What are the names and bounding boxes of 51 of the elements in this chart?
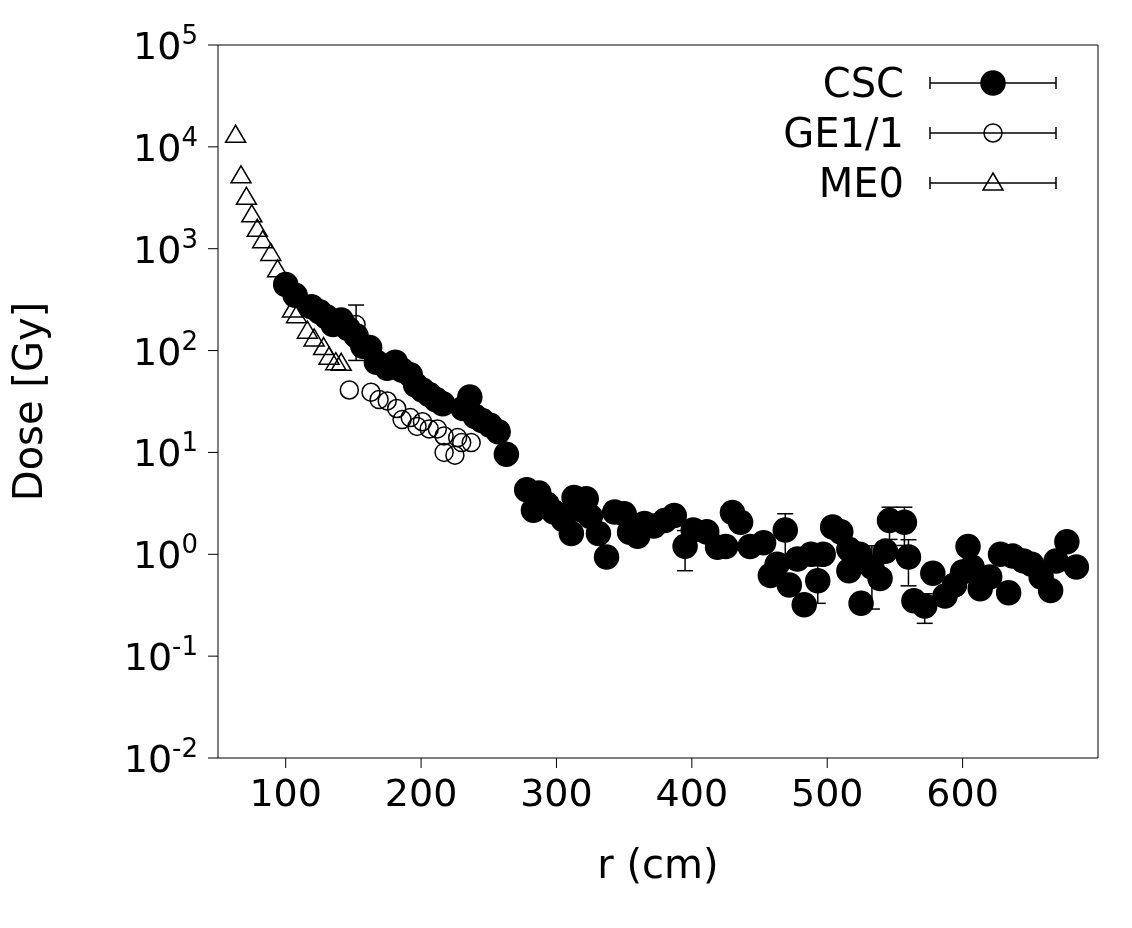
- point: [285, 304, 308, 324]
- point: [412, 412, 433, 432]
- point: [447, 427, 468, 448]
- point: [260, 242, 282, 262]
- point: [361, 382, 381, 402]
- point: [330, 352, 352, 372]
- point: [325, 351, 347, 371]
- legend-label: ME0: [818, 160, 904, 206]
- point: [392, 409, 412, 430]
- x-tick-label: 300: [520, 771, 593, 815]
- point: [241, 204, 263, 223]
- legend-label: GE1/1: [783, 110, 904, 156]
- point: [303, 328, 325, 347]
- point: [434, 426, 454, 446]
- point: [318, 346, 340, 365]
- point: [461, 432, 481, 453]
- point: [339, 380, 360, 400]
- point: [407, 416, 427, 437]
- point: [235, 186, 258, 206]
- point: [369, 389, 389, 410]
- legend-label: CSC: [822, 60, 904, 106]
- point: [419, 419, 439, 439]
- x-tick-label: 600: [926, 771, 999, 815]
- point: [377, 391, 397, 411]
- y-tick-label: 10$^{2}$: [133, 325, 198, 374]
- y-tick-label: 10$^{1}$: [133, 427, 198, 476]
- point: [296, 320, 319, 339]
- point: [230, 165, 252, 184]
- point: [427, 419, 448, 439]
- point: [312, 336, 335, 356]
- y-tick-label: 10$^{5}$: [133, 20, 198, 68]
- point: [434, 442, 454, 463]
- point: [445, 445, 465, 465]
- point: [224, 124, 247, 143]
- x-tick-label: 100: [249, 771, 322, 815]
- point: [251, 229, 274, 249]
- x-axis-title: r (cm): [597, 841, 719, 887]
- point: [400, 407, 420, 428]
- y-tick-label: 10$^{-1}$: [123, 631, 198, 680]
- x-tick-label: 200: [384, 771, 458, 815]
- y-tick-label: 10$^{-2}$: [123, 733, 198, 781]
- y-tick-label: 10$^{0}$: [133, 529, 198, 578]
- y-axis-title: Dose [Gy]: [5, 301, 52, 502]
- y-tick-label: 10$^{4}$: [133, 121, 198, 170]
- point: [246, 218, 269, 238]
- x-tick-label: 400: [655, 771, 729, 815]
- point: [386, 398, 407, 419]
- point: [451, 432, 472, 453]
- point: [266, 259, 289, 278]
- x-tick-label: 500: [790, 771, 864, 815]
- y-tick-label: 10$^{3}$: [133, 223, 198, 272]
